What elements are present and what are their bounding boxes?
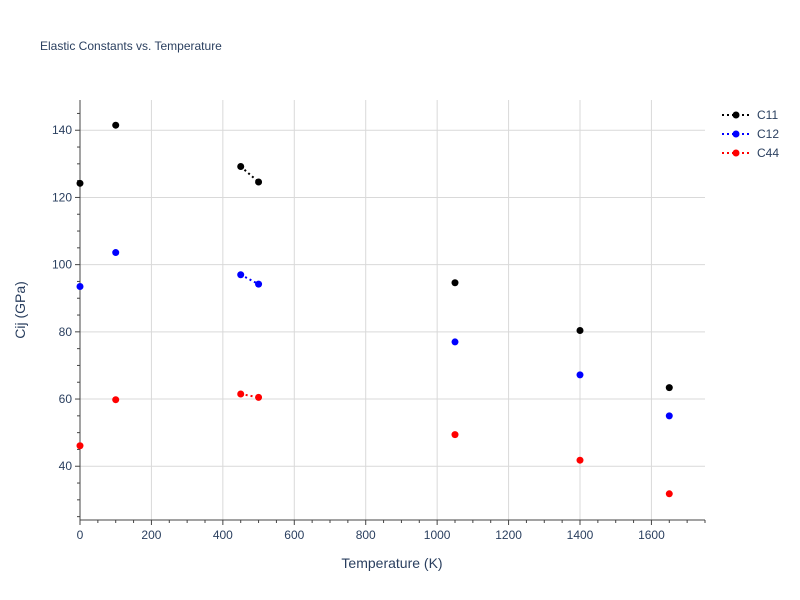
x-tick-label: 400 bbox=[213, 528, 233, 542]
x-tick-label: 1400 bbox=[567, 528, 594, 542]
axes-layer: 0 200 400 600 800 1000 1200 1400 1600 40 60 80 100 12… bbox=[52, 100, 706, 542]
y-tick-label: 120 bbox=[52, 190, 72, 204]
legend-item-c12: C12 bbox=[722, 127, 779, 141]
y-tick-label: 100 bbox=[52, 258, 72, 272]
data-point-c11 bbox=[237, 163, 245, 171]
x-tick-label: 200 bbox=[141, 528, 161, 542]
data-point-c44 bbox=[237, 390, 245, 398]
legend-label: C44 bbox=[757, 146, 779, 160]
data-point-c12 bbox=[665, 412, 673, 420]
data-point-c44 bbox=[112, 396, 120, 404]
y-axis-title: Cij (GPa) bbox=[12, 281, 28, 339]
y-tick-label: 80 bbox=[59, 325, 73, 339]
data-point-c12 bbox=[237, 271, 245, 279]
series-layer bbox=[76, 121, 673, 498]
data-point-c44 bbox=[255, 393, 263, 401]
x-tick-label: 1200 bbox=[495, 528, 522, 542]
grid-layer bbox=[80, 100, 705, 520]
legend-marker bbox=[732, 130, 740, 138]
data-point-c12 bbox=[76, 282, 84, 290]
data-point-c11 bbox=[255, 178, 263, 186]
x-tick-label: 0 bbox=[77, 528, 84, 542]
legend-marker bbox=[732, 149, 740, 157]
data-point-c11 bbox=[576, 326, 584, 334]
data-point-c44 bbox=[76, 442, 84, 450]
data-point-c44 bbox=[451, 431, 459, 439]
data-point-c11 bbox=[76, 179, 84, 187]
x-tick-label: 1000 bbox=[424, 528, 451, 542]
series-c12 bbox=[76, 249, 673, 420]
legend-label: C12 bbox=[757, 127, 779, 141]
series-c11 bbox=[76, 121, 673, 392]
data-point-c12 bbox=[255, 280, 263, 288]
y-tick-label: 40 bbox=[59, 459, 73, 473]
series-c44 bbox=[76, 390, 673, 498]
data-point-c44 bbox=[576, 456, 584, 464]
data-point-c12 bbox=[576, 371, 584, 379]
x-tick-label: 800 bbox=[356, 528, 376, 542]
x-axis-title: Temperature (K) bbox=[341, 555, 442, 571]
legend-label: C11 bbox=[757, 108, 778, 122]
y-tick-label: 60 bbox=[59, 392, 73, 406]
legend-item-c44: C44 bbox=[722, 146, 779, 160]
y-tick-label: 140 bbox=[52, 123, 72, 137]
data-point-c12 bbox=[112, 249, 120, 257]
legend-item-c11: C11 bbox=[722, 108, 778, 122]
legend: C11 C12 C44 bbox=[722, 108, 779, 160]
data-point-c11 bbox=[665, 384, 673, 392]
legend-marker bbox=[732, 111, 740, 119]
x-tick-label: 600 bbox=[284, 528, 304, 542]
x-tick-label: 1600 bbox=[638, 528, 665, 542]
chart-title: Elastic Constants vs. Temperature bbox=[40, 39, 222, 53]
data-point-c44 bbox=[665, 490, 673, 498]
data-point-c11 bbox=[112, 121, 120, 129]
series-line-c11 bbox=[240, 165, 260, 183]
data-point-c11 bbox=[451, 279, 459, 287]
data-point-c12 bbox=[451, 338, 459, 346]
